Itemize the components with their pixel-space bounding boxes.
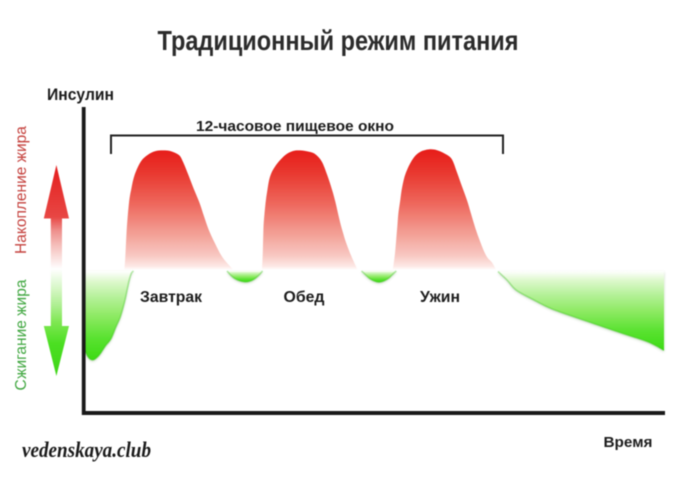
svg-text:Инсулин: Инсулин xyxy=(47,85,114,104)
svg-text:Ужин: Ужин xyxy=(420,289,460,306)
svg-text:Сжигание жира: Сжигание жира xyxy=(13,279,30,390)
svg-text:Время: Время xyxy=(604,435,653,451)
svg-text:vedenskaya.club: vedenskaya.club xyxy=(22,437,151,462)
svg-text:Традиционный режим питания: Традиционный режим питания xyxy=(158,25,519,56)
svg-text:Обед: Обед xyxy=(284,289,325,306)
svg-text:12-часовое пищевое окно: 12-часовое пищевое окно xyxy=(196,118,394,135)
svg-text:Накопление жира: Накопление жира xyxy=(13,126,30,254)
svg-text:Завтрак: Завтрак xyxy=(140,289,202,306)
